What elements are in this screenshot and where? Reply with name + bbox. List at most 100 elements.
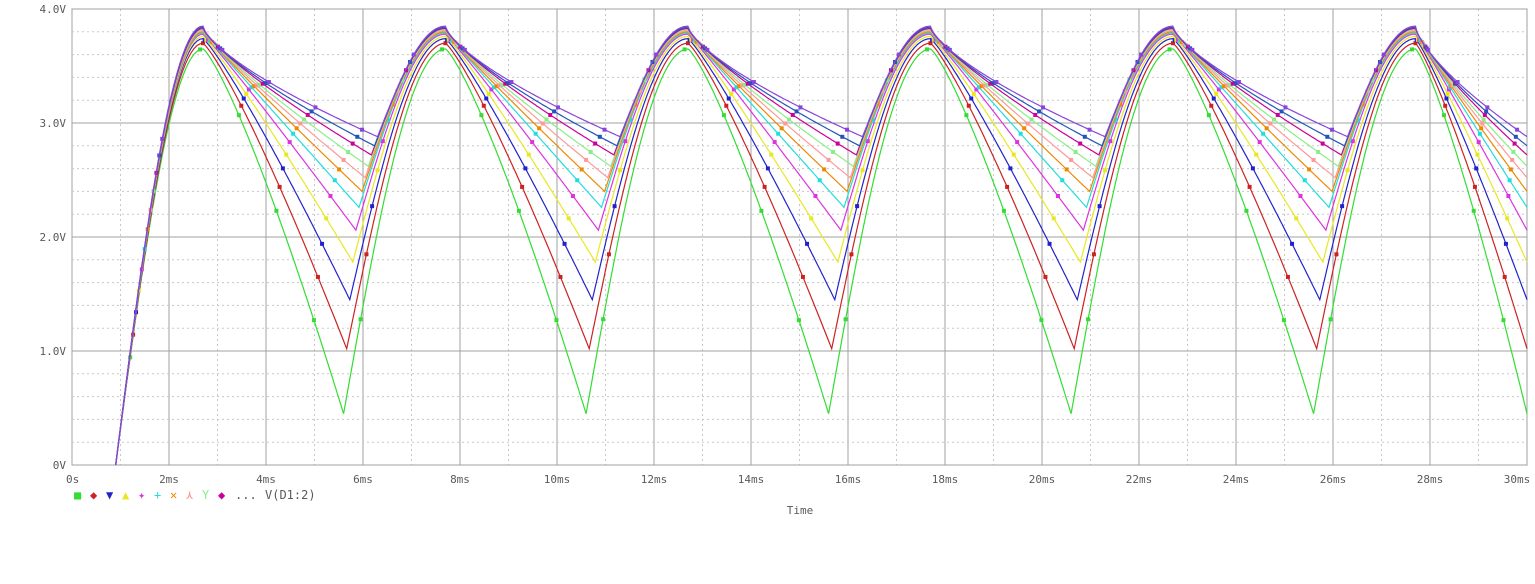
data-point: [849, 252, 854, 257]
data-point: [558, 274, 563, 279]
y-tick-labels: 0V 1.0V 2.0V 3.0V 4.0V: [40, 3, 67, 472]
data-point: [1216, 87, 1221, 92]
data-point: [855, 204, 860, 209]
legend-marker: +: [154, 488, 161, 502]
data-point: [1047, 241, 1052, 246]
series-line: [115, 30, 1528, 466]
data-point: [612, 204, 617, 209]
data-point: [1082, 134, 1087, 139]
data-point: [287, 140, 292, 145]
data-point: [865, 139, 870, 144]
series-line: [115, 26, 1528, 466]
data-point: [1355, 118, 1360, 123]
data-point: [786, 117, 791, 122]
legend-marker: ▲: [122, 488, 130, 502]
data-point: [742, 82, 747, 87]
data-point: [1472, 184, 1477, 189]
data-point: [1479, 126, 1484, 131]
data-point: [1236, 80, 1241, 85]
x-tick-label: 22ms: [1126, 473, 1153, 486]
data-point: [1118, 102, 1123, 107]
data-point: [552, 109, 557, 114]
data-point: [380, 139, 385, 144]
data-point: [724, 103, 729, 108]
series-line: [115, 33, 1528, 466]
data-point: [1018, 131, 1023, 136]
y-tick-label: 4.0V: [40, 3, 67, 16]
data-point: [1051, 216, 1056, 221]
x-tick-label: 18ms: [932, 473, 959, 486]
data-point: [548, 112, 553, 117]
data-point: [462, 47, 467, 52]
data-point: [1271, 117, 1276, 122]
data-point: [263, 81, 268, 86]
data-point: [1254, 152, 1259, 157]
data-point: [1511, 149, 1516, 154]
data-point: [969, 96, 974, 101]
data-point: [783, 121, 788, 126]
data-point: [341, 157, 346, 162]
data-point: [597, 134, 602, 139]
data-point: [977, 85, 982, 90]
data-point: [1227, 82, 1232, 87]
legend-marker: ▼: [106, 488, 114, 502]
data-point: [1512, 141, 1517, 146]
data-point: [964, 113, 969, 118]
data-point: [411, 52, 416, 57]
data-point: [1501, 318, 1506, 323]
data-point: [554, 318, 559, 323]
data-point: [1508, 167, 1513, 172]
data-point: [1475, 152, 1480, 157]
data-point: [1219, 85, 1224, 90]
data-point: [544, 117, 549, 122]
data-point: [751, 80, 756, 85]
data-point: [390, 102, 395, 107]
series-line: [115, 35, 1528, 466]
data-point: [489, 87, 494, 92]
series-line: [115, 31, 1528, 466]
data-point: [817, 178, 822, 183]
data-point: [1481, 117, 1486, 122]
data-point: [1097, 204, 1102, 209]
data-point: [1316, 149, 1321, 154]
data-point: [315, 274, 320, 279]
data-point: [311, 318, 316, 323]
data-point: [533, 131, 538, 136]
data-point: [509, 80, 514, 85]
data-point: [809, 216, 814, 221]
data-point: [982, 83, 987, 88]
x-axis-label: Time: [787, 504, 814, 517]
data-point: [737, 84, 742, 89]
data-point: [523, 166, 528, 171]
x-tick-labels: 0s 2ms 4ms 6ms 8ms 10ms 12ms 14ms 16ms 18ms 20ms 22…: [66, 473, 1530, 486]
data-point: [328, 193, 333, 198]
data-point: [244, 91, 249, 96]
data-point: [298, 121, 303, 126]
data-point: [294, 126, 299, 131]
legend-marker: ✕: [170, 488, 177, 502]
data-point: [1328, 317, 1333, 322]
data-point: [1350, 139, 1355, 144]
data-point: [769, 152, 774, 157]
x-tick-label: 4ms: [256, 473, 276, 486]
legend-trace-label: V(D1:2): [265, 488, 316, 502]
data-point: [705, 47, 710, 52]
data-point: [252, 84, 257, 89]
data-point: [360, 127, 365, 132]
data-point: [370, 204, 375, 209]
data-point: [249, 85, 254, 90]
data-point: [1294, 216, 1299, 221]
data-point: [805, 241, 810, 246]
data-point: [358, 317, 363, 322]
data-point: [1413, 41, 1418, 46]
data-point: [1055, 193, 1060, 198]
x-tick-label: 10ms: [544, 473, 571, 486]
data-point: [1008, 166, 1013, 171]
data-point: [925, 47, 930, 52]
x-tick-label: 30ms: [1504, 473, 1531, 486]
data-point: [1279, 109, 1284, 114]
data-point: [1441, 113, 1446, 118]
data-point: [516, 208, 521, 213]
data-point: [255, 83, 260, 88]
